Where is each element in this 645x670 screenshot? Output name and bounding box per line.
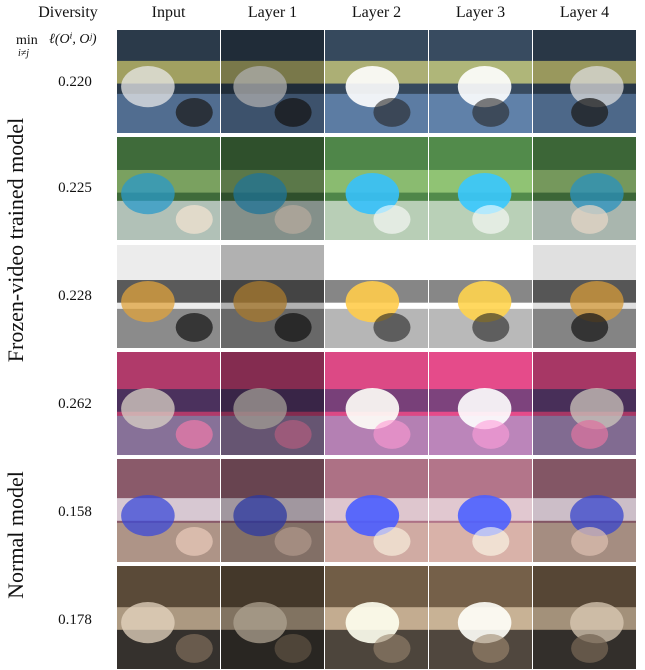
frame-3-layer2	[325, 245, 428, 348]
group-label-normal: Normal model	[0, 440, 32, 630]
frame-1-layer4	[533, 30, 636, 133]
frame-4-layer3	[429, 352, 532, 455]
group-label-frozen: Frozen-video trained model	[0, 30, 32, 450]
row-diversity-4: 0.262	[58, 396, 92, 412]
frame-4-layer4	[533, 352, 636, 455]
frame-5-layer2	[325, 459, 428, 562]
formula-min: min	[16, 33, 38, 48]
frame-2-layer2	[325, 137, 428, 240]
frame-2-layer3	[429, 137, 532, 240]
frame-1-input	[117, 30, 220, 133]
group-label-frozen-text: Frozen-video trained model	[3, 117, 28, 363]
frame-3-input	[117, 245, 220, 348]
frame-2-input	[117, 137, 220, 240]
frame-5-layer1	[221, 459, 324, 562]
frame-1-layer1	[221, 30, 324, 133]
frame-3-layer4	[533, 245, 636, 348]
frame-5-layer3	[429, 459, 532, 562]
formula-expression: ℓ(Oⁱ, Oʲ)	[49, 32, 97, 47]
row-diversity-6: 0.178	[58, 612, 92, 628]
frame-3-layer1	[221, 245, 324, 348]
header-input: Input	[151, 4, 186, 21]
row-diversity-3: 0.228	[58, 288, 92, 304]
frame-1-layer2	[325, 30, 428, 133]
header-layer2: Layer 2	[351, 4, 402, 21]
frame-3-layer3	[429, 245, 532, 348]
frame-1-layer3	[429, 30, 532, 133]
frame-6-layer1	[221, 566, 324, 669]
frame-5-layer4	[533, 459, 636, 562]
header-layer3: Layer 3	[455, 4, 506, 21]
header-diversity: Diversity	[38, 4, 98, 21]
row-diversity-5: 0.158	[58, 504, 92, 520]
frame-2-layer1	[221, 137, 324, 240]
group-label-normal-text: Normal model	[3, 471, 29, 599]
header-layer1: Layer 1	[247, 4, 298, 21]
row-diversity-2: 0.225	[58, 180, 92, 196]
frame-4-input	[117, 352, 220, 455]
frame-6-layer3	[429, 566, 532, 669]
frame-4-layer1	[221, 352, 324, 455]
row-diversity-1: 0.220	[58, 74, 92, 90]
header-layer4: Layer 4	[559, 4, 610, 21]
frame-6-input	[117, 566, 220, 669]
frame-2-layer4	[533, 137, 636, 240]
frame-4-layer2	[325, 352, 428, 455]
frame-5-input	[117, 459, 220, 562]
formula-subscript: i≠j	[18, 48, 30, 59]
frame-6-layer4	[533, 566, 636, 669]
frame-6-layer2	[325, 566, 428, 669]
